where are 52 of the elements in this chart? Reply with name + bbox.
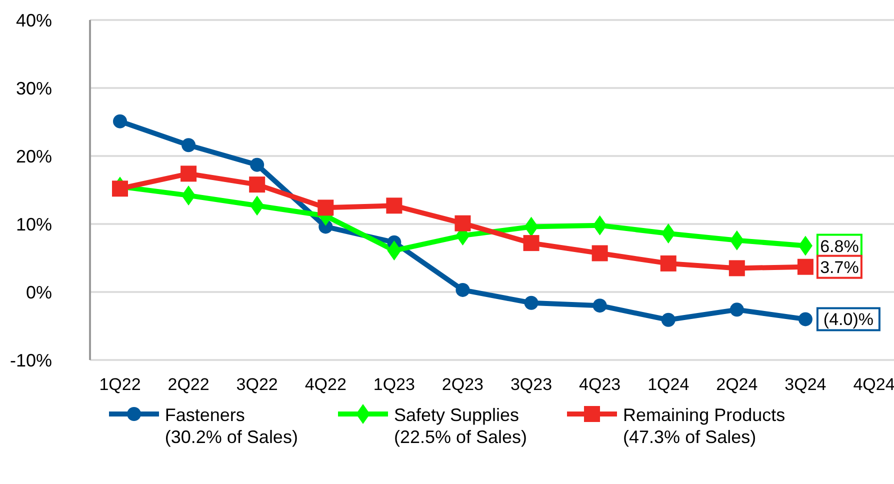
point xyxy=(456,282,470,297)
x-tick-label: 3Q24 xyxy=(784,375,826,394)
point xyxy=(798,312,812,326)
point xyxy=(386,198,402,214)
x-tick-label: 4Q23 xyxy=(579,375,621,394)
x-tick-label: 1Q24 xyxy=(648,375,690,394)
point xyxy=(182,138,196,152)
point xyxy=(249,176,266,193)
point xyxy=(798,236,812,256)
point xyxy=(387,240,402,261)
point xyxy=(797,258,814,275)
annotation: (4.0)% xyxy=(823,310,874,330)
x-tick-label: 2Q22 xyxy=(168,375,210,394)
point xyxy=(524,216,538,237)
point xyxy=(523,235,540,252)
point xyxy=(524,296,538,310)
x-tick-label: 4Q22 xyxy=(304,375,346,394)
point xyxy=(250,158,264,172)
legend-label: Safety Supplies (22.5% of Sales) xyxy=(394,404,528,448)
y-tick-label: 40% xyxy=(16,10,52,30)
x-tick-label: 4Q24 xyxy=(853,375,894,394)
point xyxy=(660,255,676,272)
point xyxy=(592,215,607,236)
annotation: 6.8% xyxy=(820,236,859,256)
y-tick-label: 30% xyxy=(16,78,52,98)
point xyxy=(180,166,197,182)
point xyxy=(728,260,745,276)
point xyxy=(661,224,676,244)
x-tick-label: 2Q23 xyxy=(442,375,484,394)
point xyxy=(454,215,471,232)
annotation: 3.7% xyxy=(820,258,859,277)
x-tick-label: 1Q23 xyxy=(373,375,415,394)
point xyxy=(661,312,676,327)
x-tick-label: 2Q24 xyxy=(716,375,758,394)
x-tick-label: 1Q22 xyxy=(99,375,141,394)
point xyxy=(592,298,607,313)
point xyxy=(182,185,196,206)
y-tick-label: -10% xyxy=(10,350,52,370)
point xyxy=(730,302,744,317)
y-tick-label: 20% xyxy=(16,146,52,166)
y-tick-label: 10% xyxy=(16,214,52,234)
point xyxy=(318,200,334,216)
point xyxy=(592,245,608,262)
point xyxy=(730,230,744,250)
point xyxy=(112,180,128,197)
y-tick-label: 0% xyxy=(26,282,52,302)
x-tick-label: 3Q23 xyxy=(510,375,552,394)
point xyxy=(250,196,264,216)
legend-label: Fasteners (30.2% of Sales) xyxy=(164,404,298,448)
point xyxy=(113,114,127,128)
x-tick-label: 3Q22 xyxy=(236,375,278,394)
legend-label: Remaining Products (47.3% of Sales) xyxy=(623,404,786,448)
